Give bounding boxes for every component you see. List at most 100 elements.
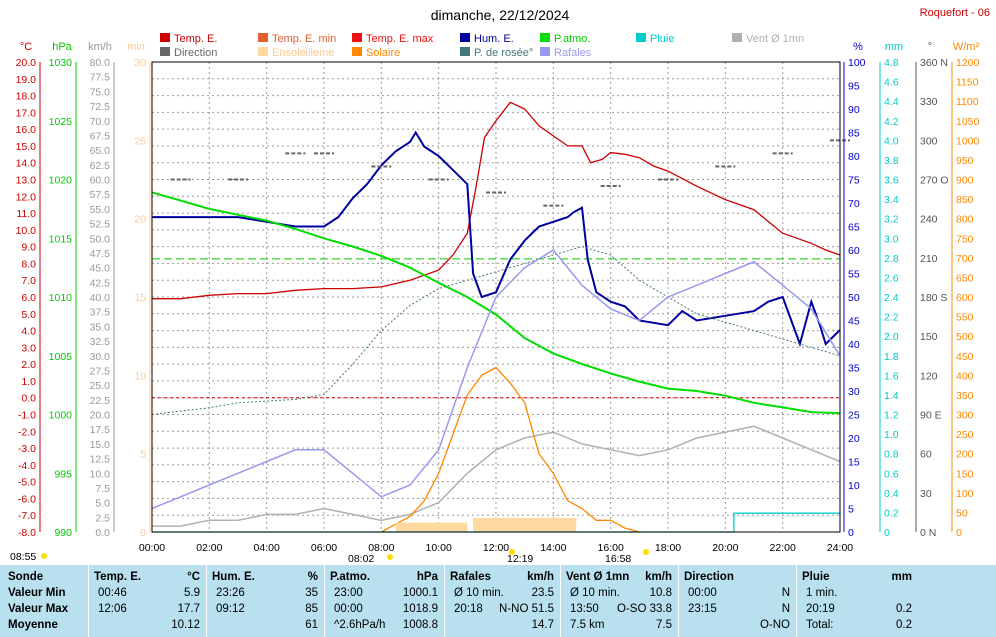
legend-label: Temp. E. min [272, 33, 336, 45]
cell-time: 09:12 [216, 603, 245, 615]
hum-axis-tick: 65 [848, 222, 860, 234]
cell-time: 1 min. [806, 587, 838, 599]
rain-axis-tick: 3.4 [884, 194, 899, 206]
col-separator [324, 565, 325, 637]
cell-value: O-NO [759, 619, 790, 631]
legend-swatch [160, 33, 170, 42]
rad-axis-tick: 900 [956, 175, 974, 187]
cell-time: 00:00 [688, 587, 717, 599]
temp-axis-tick: 1.0 [21, 376, 36, 388]
legend-label: Pluie [650, 33, 674, 45]
wind-axis-tick: 7.5 [95, 483, 110, 495]
wind-axis-tick: 37.5 [90, 307, 111, 319]
cell-value: 85 [305, 603, 318, 615]
press-axis-tick: 1000 [49, 410, 73, 422]
cell-value: 61 [305, 619, 318, 631]
rad-axis-tick: 1150 [956, 77, 979, 89]
temp-axis-tick: 7.0 [21, 275, 36, 287]
col-unit: hPa [416, 571, 438, 583]
rain-axis-tick: 0.6 [884, 468, 899, 480]
temp-axis-tick: 19.0 [16, 74, 37, 86]
rad-axis-tick: 600 [956, 292, 974, 304]
wind-axis-unit: km/h [88, 41, 112, 53]
table-col-p-atmo: P.atmo. hPa 23:00 1000.1 00:00 1018.9 ^2.6hPa/… [324, 565, 442, 637]
cell-value: O-SO 33.8 [617, 603, 672, 615]
legend-swatch [540, 47, 550, 56]
legend-label: P.atmo. [554, 33, 591, 45]
sun-axis-unit: min [127, 41, 145, 53]
axes-layer: 20.0 19.0 18.0 17.0 16.0 15.0 14.0 13.0 12.0 11.0… [16, 41, 980, 554]
table-col-rafales: Rafales km/h Ø 10 min. 23.5 20:18 N-NO 51.5 14… [444, 565, 558, 637]
temp-axis-unit: °C [20, 41, 32, 53]
legend-label: Rafales [554, 47, 592, 59]
wind-axis-tick: 15.0 [90, 439, 111, 451]
col-header: Hum. E. [212, 571, 255, 583]
wind-axis-tick: 47.5 [90, 248, 111, 260]
dir-axis-tick: 210 [920, 253, 938, 265]
temp-axis-tick: -7.0 [18, 510, 36, 522]
rain-axis-unit: mm [885, 41, 903, 53]
temp-axis-tick: -5.0 [18, 477, 36, 489]
wind-axis-tick: 75.0 [90, 86, 111, 98]
x-tick-label: 10:00 [426, 542, 452, 554]
rad-axis-tick: 400 [956, 370, 974, 382]
temp-axis-tick: 13.0 [16, 175, 37, 187]
press-axis-tick: 1005 [49, 351, 73, 363]
col-unit: mm [891, 571, 912, 583]
wind-axis-tick: 55.0 [90, 204, 111, 216]
col-header: P.atmo. [330, 571, 371, 583]
dir-axis-tick: 240 [920, 214, 938, 226]
hum-axis-tick: 95 [848, 81, 860, 93]
cell-value: N [781, 603, 790, 615]
cell-time: 20:18 [454, 603, 483, 615]
series-rafales [151, 249, 841, 510]
temp-axis-tick: 14.0 [16, 158, 37, 170]
hum-axis-tick: 0 [848, 527, 854, 539]
sun-marker [387, 554, 393, 560]
sun-time-label: 08:02 [348, 553, 374, 565]
sun-time-label: 08:55 [10, 551, 36, 563]
temp-axis-tick: -2.0 [18, 426, 36, 438]
rain-axis-tick: 4.6 [884, 77, 899, 89]
cell-time: 00:00 [334, 603, 363, 615]
hum-axis-tick: 25 [848, 410, 860, 422]
x-tick-label: 04:00 [254, 542, 280, 554]
temp-axis-tick: -4.0 [18, 460, 36, 472]
rain-axis-tick: 1.2 [884, 410, 899, 422]
hum-axis-tick: 15 [848, 457, 860, 469]
temp-axis-tick: 15.0 [16, 141, 37, 153]
legend-swatch [460, 47, 470, 56]
table-col-pluie: Pluie mm 1 min. 20:19 0.2 Total: 0.2 [796, 565, 916, 637]
hum-axis-tick: 70 [848, 198, 860, 210]
rad-axis-unit: W/m² [953, 41, 980, 53]
press-axis-tick: 995 [54, 468, 72, 480]
rad-axis-tick: 850 [956, 194, 974, 206]
rain-axis-tick: 3.2 [884, 214, 899, 226]
hum-axis-tick: 85 [848, 128, 860, 140]
wind-axis-tick: 50.0 [90, 233, 111, 245]
temp-axis-tick: -3.0 [18, 443, 36, 455]
cell-value: 5.9 [184, 587, 200, 599]
stats-table: Sonde Valeur Min Valeur Max Moyenne Temp… [0, 565, 996, 637]
wind-axis-tick: 80.0 [90, 57, 111, 69]
legend-label: Temp. E. [174, 33, 217, 45]
hum-axis-tick: 5 [848, 504, 854, 516]
dir-axis-tick: 0 N [920, 527, 936, 539]
series-ensoleilleme-bar [395, 522, 468, 532]
cell-value: 1018.9 [402, 603, 438, 615]
wind-axis-tick: 2.5 [95, 512, 110, 524]
series-temp-e [152, 101, 841, 300]
temp-axis-tick: 3.0 [21, 342, 36, 354]
legend-swatch [258, 47, 268, 56]
rad-axis-tick: 1200 [956, 57, 980, 69]
cell-time: ^2.6hPa/h [334, 619, 386, 631]
dir-axis-tick: 120 [920, 370, 938, 382]
row-header: Valeur Max [8, 603, 69, 615]
temp-axis-tick: 20.0 [16, 57, 37, 69]
cell-value: 17.7 [177, 603, 200, 615]
wind-axis-tick: 27.5 [90, 365, 111, 377]
temp-axis-tick: 18.0 [16, 91, 37, 103]
hum-axis-tick: 80 [848, 151, 860, 163]
wind-axis-tick: 52.5 [90, 219, 111, 231]
dir-axis-tick: 300 [920, 135, 938, 147]
